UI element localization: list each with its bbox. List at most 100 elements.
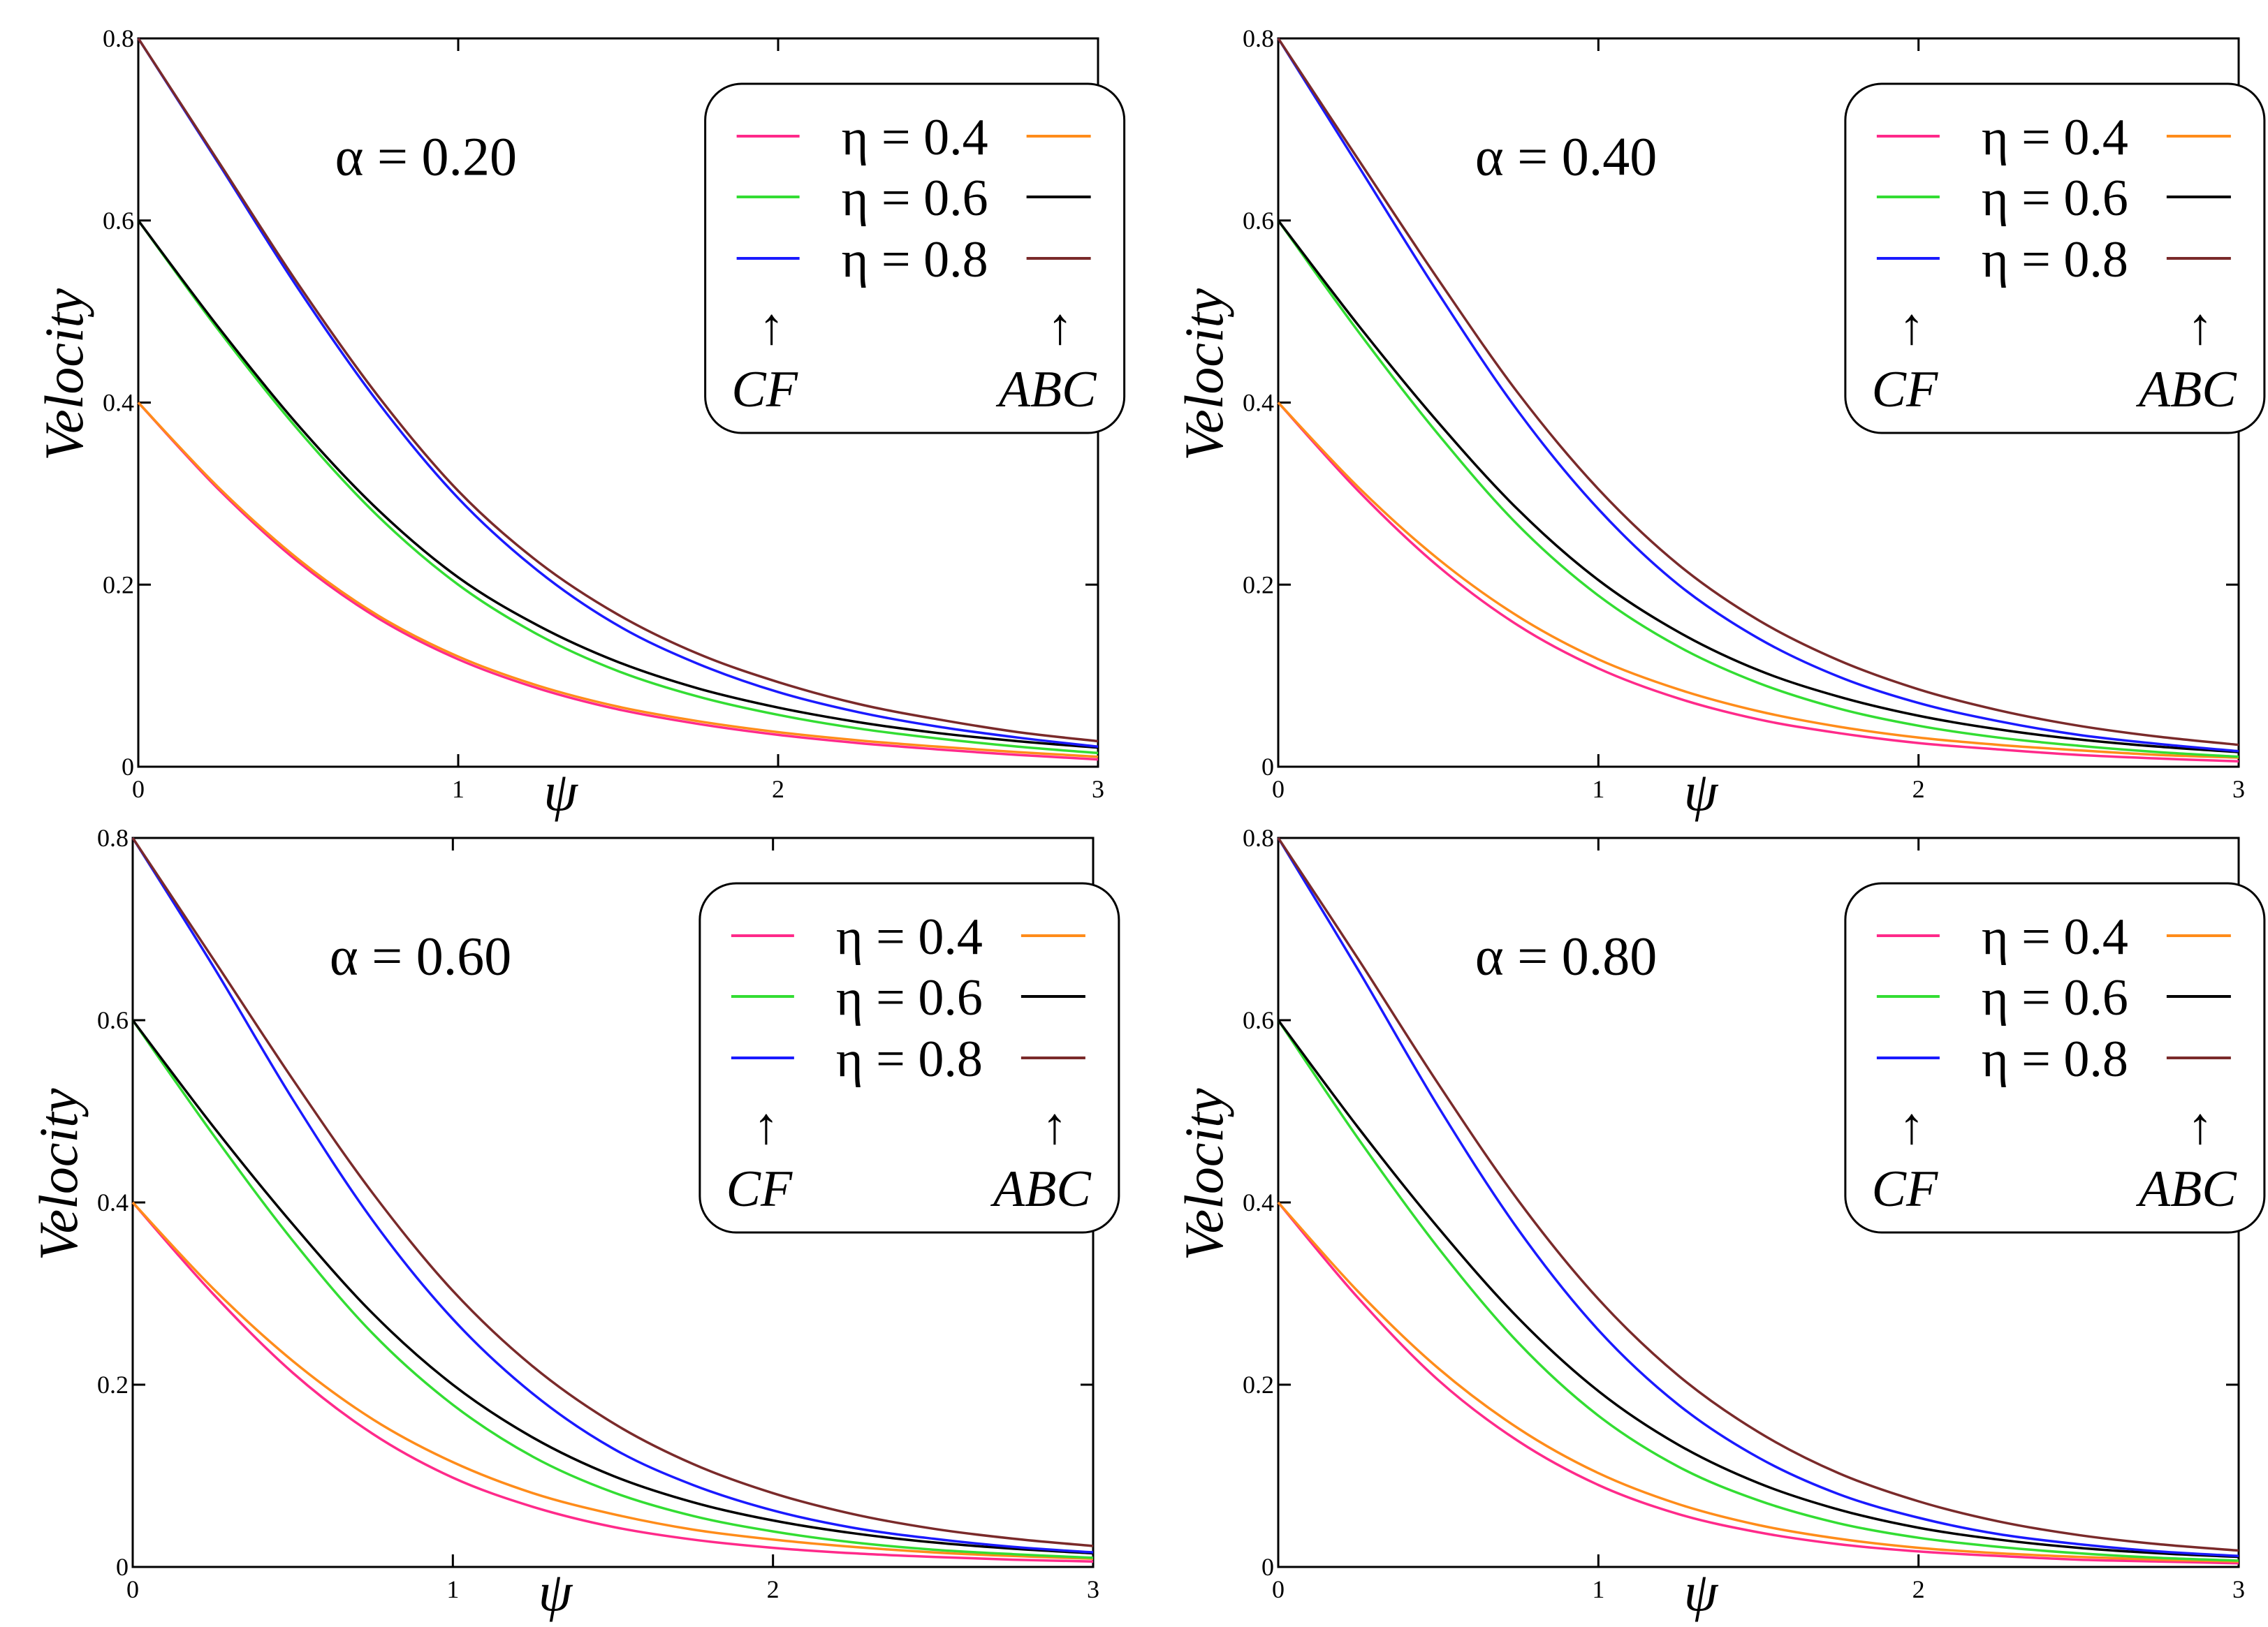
x-tick-label: 2 — [1912, 775, 1925, 803]
y-tick-label: 0.2 — [97, 1371, 129, 1399]
y-tick-label: 0.2 — [1243, 570, 1274, 598]
legend-entry: η = 0.6 — [1982, 969, 2128, 1026]
series-line-5 — [1277, 38, 2239, 753]
chart-panel-4: 0 0.2 0.4 0.6 0.8 0 1 2 3 Velocity ψ α = 0.80 η = 0.… — [1173, 824, 2266, 1622]
y-axis-label: Velocity — [1173, 1088, 1234, 1260]
chart-panel-1: 0 0.2 0.4 0.6 0.8 0 1 2 3 Velocity ψ α = 0.20 η = 0.… — [34, 24, 1126, 822]
y-tick-label: 0.2 — [103, 570, 134, 598]
legend-label-abc: ABC — [2135, 361, 2237, 418]
x-tick-label: 2 — [1912, 1575, 1925, 1603]
legend-arrow-cf: ↑ — [1898, 1098, 1924, 1155]
y-tick-label: 0 — [122, 753, 134, 781]
x-tick-label: 0 — [1272, 1575, 1285, 1603]
series-line-3 — [1277, 219, 2239, 758]
alpha-annotation: α = 0.20 — [335, 126, 517, 187]
y-axis-label: Velocity — [1173, 288, 1234, 461]
y-tick-label: 0 — [1261, 753, 1274, 781]
y-tick-label: 0 — [1261, 1553, 1274, 1581]
legend-entry: η = 0.6 — [842, 170, 988, 227]
legend-box — [698, 882, 1120, 1234]
legend-entry: η = 0.8 — [1982, 1031, 2128, 1088]
series-line-4 — [137, 219, 1099, 749]
series-line-2 — [1277, 1201, 2239, 1563]
legend-entry: η = 0.4 — [836, 908, 983, 966]
legend-label-abc: ABC — [990, 1161, 1092, 1218]
series-line-2 — [1277, 402, 2239, 759]
series-line-5 — [137, 38, 1099, 749]
y-tick-label: 0 — [116, 1553, 129, 1581]
legend-label-cf: CF — [731, 361, 798, 418]
x-tick-label: 2 — [772, 775, 784, 803]
series-line-4 — [1277, 219, 2239, 753]
y-tick-label: 0.4 — [1243, 389, 1274, 417]
x-tick-label: 1 — [452, 775, 464, 803]
series-line-3 — [137, 219, 1099, 755]
y-tick-label: 0.8 — [97, 824, 129, 852]
legend-arrow-cf: ↑ — [753, 1098, 779, 1155]
legend-entry: η = 0.8 — [836, 1031, 983, 1088]
y-tick-label: 0.6 — [97, 1006, 129, 1034]
legend-box — [704, 82, 1126, 434]
x-axis-label: ψ — [543, 761, 578, 822]
legend-label-cf: CF — [1872, 1161, 1938, 1218]
x-tick-label: 1 — [1592, 1575, 1604, 1603]
y-tick-label: 0.4 — [1243, 1188, 1274, 1216]
series-line-2 — [137, 402, 1099, 758]
legend-entry: η = 0.8 — [842, 231, 988, 288]
legend-arrow-cf: ↑ — [759, 298, 784, 355]
series-line-6 — [1277, 38, 2239, 746]
series-line-5 — [1277, 837, 2239, 1558]
x-tick-label: 2 — [767, 1575, 780, 1603]
legend-label-abc: ABC — [2135, 1161, 2237, 1218]
legend-entry: η = 0.8 — [1982, 231, 2128, 288]
y-tick-label: 0.2 — [1243, 1371, 1274, 1399]
y-tick-label: 0.4 — [103, 389, 134, 417]
x-axis-label: ψ — [1684, 761, 1719, 822]
y-tick-label: 0.6 — [103, 207, 134, 235]
legend-entry: η = 0.6 — [836, 969, 983, 1026]
series-line-1 — [1277, 402, 2239, 763]
legend-arrow-abc: ↑ — [2187, 298, 2213, 355]
series-line-4 — [1277, 1019, 2239, 1559]
legend-entry: η = 0.4 — [1982, 908, 2128, 966]
y-axis-label: Velocity — [34, 288, 94, 461]
x-tick-label: 0 — [126, 1575, 139, 1603]
x-tick-label: 0 — [132, 775, 145, 803]
x-tick-label: 1 — [1592, 775, 1604, 803]
x-tick-label: 3 — [2232, 1575, 2245, 1603]
x-axis-label: ψ — [539, 1561, 573, 1622]
series-line-6 — [137, 38, 1099, 743]
series-line-6 — [131, 837, 1094, 1547]
legend-arrow-abc: ↑ — [1041, 1098, 1067, 1155]
y-tick-label: 0.8 — [1243, 24, 1274, 52]
legend-label-abc: ABC — [995, 361, 1097, 418]
alpha-annotation: α = 0.80 — [1475, 926, 1657, 987]
legend-box — [1844, 82, 2266, 434]
series-line-1 — [131, 1201, 1094, 1563]
x-axis-label: ψ — [1684, 1561, 1719, 1622]
x-tick-label: 3 — [1087, 1575, 1099, 1603]
series-line-3 — [1277, 1019, 2239, 1562]
legend-entry: η = 0.4 — [1982, 109, 2128, 166]
chart-panel-2: 0 0.2 0.4 0.6 0.8 0 1 2 3 Velocity ψ α = 0.40 η = 0.… — [1173, 24, 2266, 822]
alpha-annotation: α = 0.60 — [330, 926, 511, 987]
series-line-1 — [1277, 1201, 2239, 1565]
legend-entry: η = 0.4 — [842, 109, 988, 166]
y-tick-label: 0.8 — [103, 24, 134, 52]
y-tick-label: 0.8 — [1243, 824, 1274, 852]
series-line-5 — [131, 837, 1094, 1554]
series-line-2 — [131, 1201, 1094, 1561]
legend-arrow-abc: ↑ — [1047, 298, 1073, 355]
x-tick-label: 0 — [1272, 775, 1285, 803]
y-tick-label: 0.6 — [1243, 207, 1274, 235]
series-line-1 — [137, 402, 1099, 761]
legend-label-cf: CF — [726, 1161, 793, 1218]
series-line-3 — [131, 1019, 1094, 1559]
legend-entry: η = 0.6 — [1982, 170, 2128, 227]
x-tick-label: 1 — [446, 1575, 459, 1603]
y-axis-label: Velocity — [28, 1088, 89, 1260]
legend-arrow-cf: ↑ — [1898, 298, 1924, 355]
y-tick-label: 0.4 — [97, 1188, 129, 1216]
legend-label-cf: CF — [1872, 361, 1938, 418]
